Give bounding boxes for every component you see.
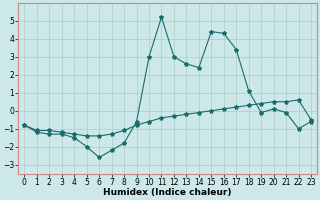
X-axis label: Humidex (Indice chaleur): Humidex (Indice chaleur) bbox=[103, 188, 232, 197]
